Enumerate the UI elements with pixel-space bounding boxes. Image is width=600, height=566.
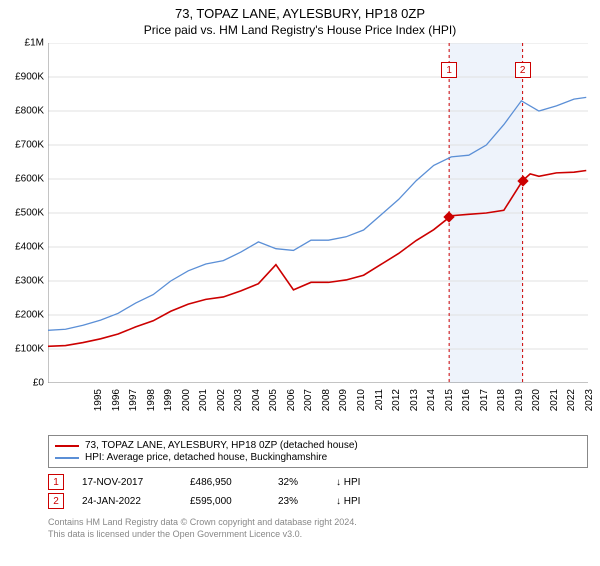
chart-plot: [48, 43, 588, 383]
sale-marker-box: 1: [48, 474, 64, 490]
x-tick-label: 2018: [496, 389, 507, 411]
sale-marker-box: 2: [48, 493, 64, 509]
sale-dir: ↓ HPI: [336, 477, 360, 488]
y-axis: £0£100K£200K£300K£400K£500K£600K£700K£80…: [0, 43, 46, 383]
x-tick-label: 2006: [286, 389, 297, 411]
sale-row: 2 24-JAN-2022 £595,000 23% ↓ HPI: [48, 493, 588, 509]
y-tick-label: £300K: [15, 276, 44, 287]
sale-price: £486,950: [190, 477, 260, 488]
x-tick-label: 2002: [216, 389, 227, 411]
sale-date: 17-NOV-2017: [82, 477, 172, 488]
sale-pct: 32%: [278, 477, 318, 488]
sale-marker-box: 2: [515, 62, 531, 78]
y-tick-label: £800K: [15, 106, 44, 117]
x-tick-label: 2023: [584, 389, 595, 411]
report-container: 73, TOPAZ LANE, AYLESBURY, HP18 0ZP Pric…: [0, 6, 600, 566]
x-tick-label: 2000: [181, 389, 192, 411]
x-tick-label: 2020: [531, 389, 542, 411]
x-tick-label: 2021: [549, 389, 560, 411]
x-tick-label: 2011: [374, 389, 385, 411]
page-subtitle: Price paid vs. HM Land Registry's House …: [0, 23, 600, 37]
legend-label: HPI: Average price, detached house, Buck…: [85, 452, 327, 463]
y-tick-label: £500K: [15, 208, 44, 219]
sale-price: £595,000: [190, 496, 260, 507]
x-tick-label: 2012: [391, 389, 402, 411]
sale-marker-box: 1: [441, 62, 457, 78]
legend-item: HPI: Average price, detached house, Buck…: [55, 452, 581, 463]
x-tick-label: 2007: [303, 389, 314, 411]
legend-item: 73, TOPAZ LANE, AYLESBURY, HP18 0ZP (det…: [55, 440, 581, 451]
sale-dir: ↓ HPI: [336, 496, 360, 507]
x-tick-label: 2015: [444, 389, 455, 411]
x-tick-label: 1995: [93, 389, 104, 411]
price-chart: £0£100K£200K£300K£400K£500K£600K£700K£80…: [48, 43, 588, 383]
legend-swatch: [55, 457, 79, 459]
legend-swatch: [55, 445, 79, 447]
x-tick-label: 1997: [128, 389, 139, 411]
legend: 73, TOPAZ LANE, AYLESBURY, HP18 0ZP (det…: [48, 435, 588, 468]
x-tick-label: 2022: [566, 389, 577, 411]
x-tick-label: 2016: [461, 389, 472, 411]
y-tick-label: £900K: [15, 72, 44, 83]
legend-label: 73, TOPAZ LANE, AYLESBURY, HP18 0ZP (det…: [85, 440, 358, 451]
footer-line: Contains HM Land Registry data © Crown c…: [48, 517, 588, 529]
y-tick-label: £700K: [15, 140, 44, 151]
sales-table: 1 17-NOV-2017 £486,950 32% ↓ HPI 2 24-JA…: [48, 474, 588, 509]
y-tick-label: £0: [33, 378, 44, 389]
footer-line: This data is licensed under the Open Gov…: [48, 529, 588, 541]
page-title: 73, TOPAZ LANE, AYLESBURY, HP18 0ZP: [0, 6, 600, 21]
y-tick-label: £100K: [15, 344, 44, 355]
x-tick-label: 2019: [514, 389, 525, 411]
x-tick-label: 2013: [409, 389, 420, 411]
x-tick-label: 1998: [146, 389, 157, 411]
x-tick-label: 2014: [426, 389, 437, 411]
y-tick-label: £200K: [15, 310, 44, 321]
sale-row: 1 17-NOV-2017 £486,950 32% ↓ HPI: [48, 474, 588, 490]
footer: Contains HM Land Registry data © Crown c…: [48, 517, 588, 540]
x-tick-label: 2017: [479, 389, 490, 411]
x-tick-label: 2009: [338, 389, 349, 411]
sale-date: 24-JAN-2022: [82, 496, 172, 507]
y-tick-label: £1M: [25, 38, 44, 49]
x-tick-label: 1999: [163, 389, 174, 411]
x-tick-label: 2004: [251, 389, 262, 411]
y-tick-label: £600K: [15, 174, 44, 185]
x-tick-label: 2001: [198, 389, 209, 411]
y-tick-label: £400K: [15, 242, 44, 253]
x-tick-label: 2005: [268, 389, 279, 411]
sale-pct: 23%: [278, 496, 318, 507]
x-tick-label: 2010: [356, 389, 367, 411]
x-tick-label: 2008: [321, 389, 332, 411]
x-tick-label: 2003: [233, 389, 244, 411]
x-tick-label: 1996: [111, 389, 122, 411]
